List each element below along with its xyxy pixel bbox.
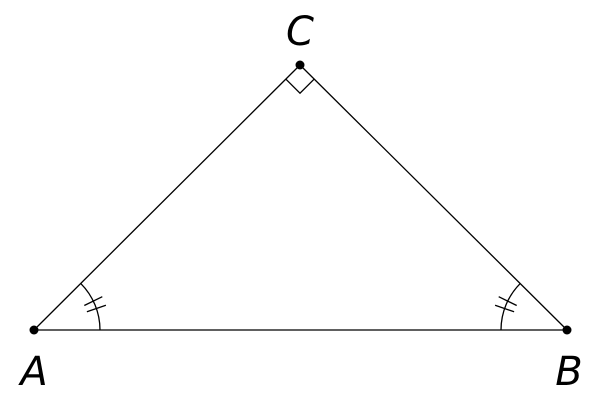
vertex-label: A (17, 349, 47, 395)
right-angle-mark (285, 78, 315, 95)
vertex-label: B (555, 349, 582, 395)
angle-arc-b (500, 282, 521, 331)
vertex-label: C (286, 9, 314, 55)
side-bc (299, 64, 568, 331)
vertex-point (295, 60, 305, 70)
angle-tick-b (494, 304, 515, 313)
vertex-point (562, 325, 572, 335)
angle-tick-a (86, 304, 107, 313)
vertex-point (29, 325, 39, 335)
angle-tick-b (498, 296, 517, 307)
angle-tick-a (84, 296, 103, 307)
angle-arc-a (80, 282, 101, 331)
side-ac (33, 64, 301, 331)
